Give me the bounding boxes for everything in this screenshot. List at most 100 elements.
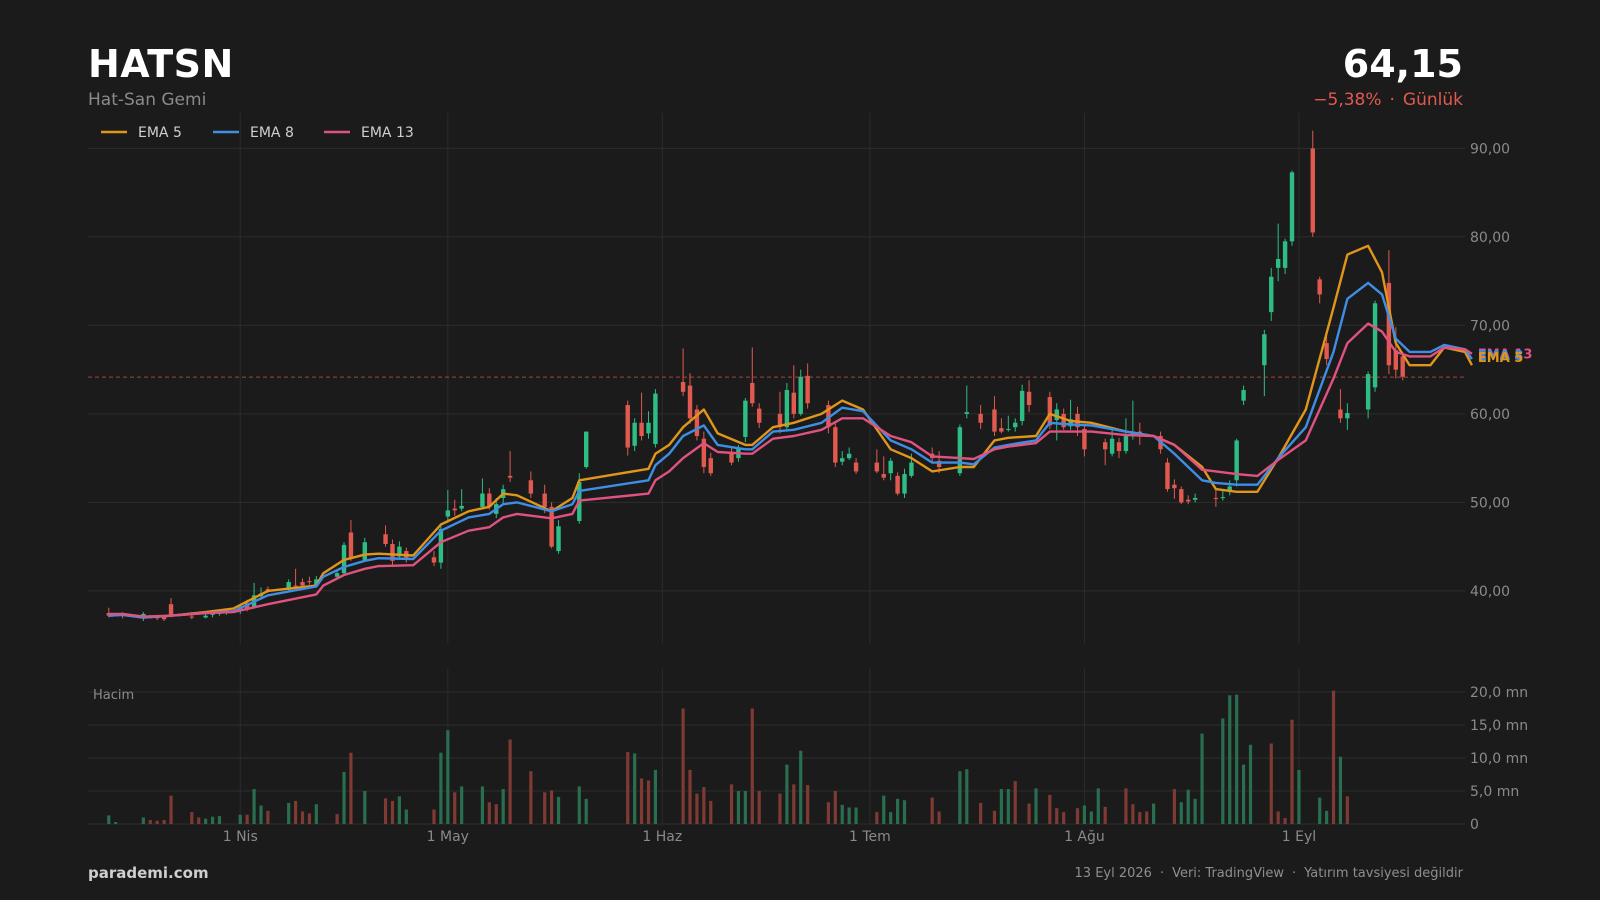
volume-bar <box>155 820 159 824</box>
ema-end-label: EMA 8 <box>1478 349 1523 364</box>
legend[interactable]: EMA 5 EMA 8 EMA 13 <box>101 125 414 141</box>
volume-bar <box>577 786 581 824</box>
footer-disclaimer: Yatırım tavsiyesi değildir <box>1304 866 1463 881</box>
volume-bar <box>550 790 554 824</box>
candle-body <box>978 413 983 423</box>
volume-bar <box>750 708 754 824</box>
candle-body <box>874 462 880 472</box>
candle-body <box>687 385 693 419</box>
legend-label: EMA 13 <box>361 125 414 141</box>
price-tick-label: 40,00 <box>1470 584 1510 600</box>
volume-bar <box>439 752 443 824</box>
price-tick-label: 50,00 <box>1470 495 1510 511</box>
price-change-line: −5,38% · Günlük <box>1313 90 1463 110</box>
volume-bar <box>1276 811 1280 824</box>
candle-body <box>999 428 1004 432</box>
volume-bar <box>729 784 734 824</box>
candle-body <box>1262 334 1267 366</box>
x-tick-label: 1 Nis <box>223 829 258 845</box>
volume-bar <box>293 800 298 824</box>
volume-bar <box>300 811 305 824</box>
volume-bar <box>646 780 651 824</box>
volume-bar <box>1124 788 1128 824</box>
brand-logo[interactable]: parademi.com <box>88 864 209 882</box>
volume-bar <box>1145 811 1149 824</box>
volume-bar <box>1006 789 1010 824</box>
candle-body <box>1061 413 1066 428</box>
volume-bar <box>494 804 498 824</box>
volume-bar <box>806 785 810 824</box>
candle-body <box>1324 343 1329 360</box>
candle-body <box>750 382 755 404</box>
candle-body <box>888 460 893 474</box>
candle-body <box>881 474 886 478</box>
volume-bar <box>958 771 962 824</box>
price-axis-ticks: 40,00 50,00 60,00 70,00 80,00 90,00 <box>1470 141 1510 600</box>
volume-bar <box>1186 789 1190 824</box>
candle-body <box>1102 442 1108 450</box>
volume-tick-label: 5,0 mn <box>1470 784 1519 800</box>
candle-body <box>1227 486 1232 492</box>
candle-body <box>459 505 464 509</box>
volume-bar <box>335 814 339 824</box>
candle-body <box>936 460 942 467</box>
ema-end-label: EMA 13 <box>1478 348 1533 363</box>
candle-body <box>584 431 589 467</box>
ticker-symbol: HATSN <box>88 42 234 86</box>
volume-bar <box>1241 764 1246 824</box>
volume-bar <box>1179 802 1183 824</box>
candle-body <box>1372 303 1378 388</box>
company-name: Hat-San Gemi <box>88 90 207 110</box>
volume-bar <box>840 804 844 824</box>
volume-bar <box>390 800 395 824</box>
volume-bar <box>543 792 547 824</box>
period-label: Günlük <box>1402 90 1463 110</box>
volume-grid <box>88 668 1465 825</box>
candle-body <box>1006 428 1011 430</box>
volume-bar <box>1062 812 1066 824</box>
volume-bar <box>992 810 997 824</box>
candle-body <box>757 408 762 423</box>
volume-bar <box>1228 695 1232 824</box>
volume-bar <box>141 817 145 824</box>
candle-body <box>639 422 644 437</box>
candle-body <box>1213 497 1219 499</box>
candle-body <box>1068 419 1073 427</box>
volume-bar <box>736 791 741 824</box>
candle-body <box>1338 409 1343 419</box>
candle-body <box>853 462 859 472</box>
candle-body <box>777 413 783 428</box>
volume-bar <box>397 796 401 824</box>
candle-body <box>397 546 402 557</box>
candle-body <box>1026 391 1032 406</box>
candle-body <box>1289 172 1295 242</box>
ema-line <box>108 281 1473 619</box>
candle-body <box>1400 356 1405 377</box>
candle-body <box>1310 148 1315 233</box>
volume-bar <box>1089 811 1093 824</box>
volume-bar <box>882 795 886 824</box>
volume-bar <box>432 809 436 824</box>
volume-bar <box>709 800 713 824</box>
volume-tick-label: 10,0 mn <box>1470 751 1528 767</box>
volume-bar <box>446 730 450 824</box>
candle-body <box>846 453 852 459</box>
volume-tick-label: 20,0 mn <box>1470 685 1528 701</box>
volume-bar <box>639 778 644 824</box>
volume-bar <box>792 784 796 824</box>
candle-body <box>244 603 250 610</box>
price-tick-label: 70,00 <box>1470 318 1510 334</box>
candle-body <box>708 458 713 474</box>
candle-body <box>1186 499 1191 502</box>
volume-bar <box>1325 810 1329 824</box>
candle-body <box>1275 259 1281 268</box>
candle-body <box>909 462 914 476</box>
candle-body <box>653 393 658 444</box>
volume-bar <box>1248 744 1253 824</box>
volume-bar <box>757 791 761 824</box>
volume-bar <box>148 820 152 824</box>
volume-bar <box>314 804 318 824</box>
volume-bar <box>778 793 782 824</box>
volume-bar <box>930 797 934 824</box>
